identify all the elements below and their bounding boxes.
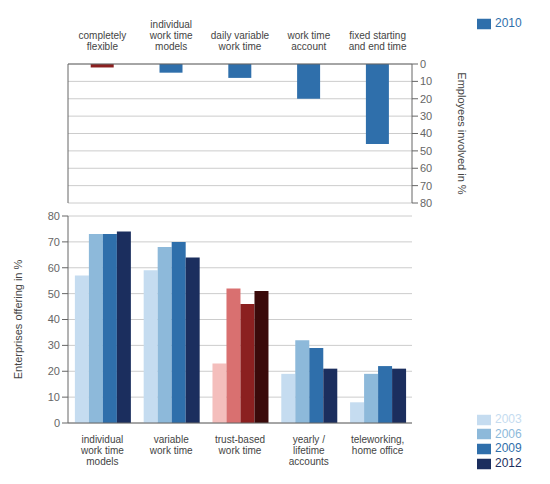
svg-text:Enterprises offering in %: Enterprises offering in % <box>12 259 24 379</box>
svg-text:70: 70 <box>420 180 432 192</box>
svg-text:30: 30 <box>48 339 60 351</box>
svg-text:50: 50 <box>420 145 432 157</box>
svg-text:work timeaccount: work timeaccount <box>286 30 330 52</box>
svg-text:individualwork timemodels: individualwork timemodels <box>80 434 124 467</box>
svg-text:fixed startingand end time: fixed startingand end time <box>349 30 407 52</box>
svg-text:yearly /lifetimeaccounts: yearly /lifetimeaccounts <box>289 434 329 467</box>
svg-text:0: 0 <box>420 58 426 70</box>
html-text:2009: 2009 <box>495 441 522 456</box>
svg-text:teleworking,home office: teleworking,home office <box>351 434 404 456</box>
svg-text:trust-basedwork time: trust-basedwork time <box>215 434 265 456</box>
svg-text:30: 30 <box>420 110 432 122</box>
svg-text:daily variablework time: daily variablework time <box>211 30 270 52</box>
svg-text:50: 50 <box>48 288 60 300</box>
svg-text:60: 60 <box>420 162 432 174</box>
svg-text:10: 10 <box>48 391 60 403</box>
svg-text:70: 70 <box>48 236 60 248</box>
html-text:2003: 2003 <box>495 411 522 426</box>
svg-text:variablework time: variablework time <box>149 434 193 456</box>
svg-text:0: 0 <box>54 417 60 429</box>
svg-text:60: 60 <box>48 262 60 274</box>
svg-text:80: 80 <box>420 197 432 208</box>
svg-text:40: 40 <box>48 313 60 325</box>
svg-text:individualwork timemodels: individualwork timemodels <box>149 19 193 52</box>
svg-text:completelyflexible: completelyflexible <box>78 30 126 52</box>
svg-text:10: 10 <box>420 75 432 87</box>
svg-text:40: 40 <box>420 127 432 139</box>
svg-text:20: 20 <box>48 365 60 377</box>
html-text:2012: 2012 <box>495 456 522 471</box>
svg-text:20: 20 <box>420 93 432 105</box>
svg-text:Employees involved in %: Employees involved in % <box>456 72 468 195</box>
svg-text:80: 80 <box>48 210 60 222</box>
html-text:2010: 2010 <box>495 16 522 30</box>
html-text:2006: 2006 <box>495 426 522 441</box>
